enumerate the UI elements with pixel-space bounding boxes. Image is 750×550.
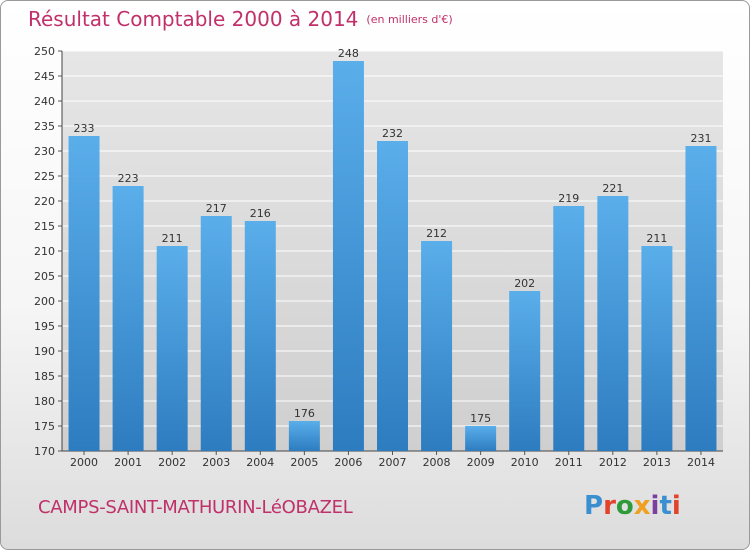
- x-tick-label: 2005: [290, 456, 318, 469]
- x-tick-label: 2014: [687, 456, 715, 469]
- x-tick-label: 2012: [599, 456, 627, 469]
- y-tick-label: 190: [34, 345, 55, 358]
- y-tick-label: 210: [34, 245, 55, 258]
- y-tick-label: 230: [34, 145, 55, 158]
- y-tick-label: 240: [34, 95, 55, 108]
- bar-value-label: 202: [514, 277, 535, 290]
- y-tick-label: 200: [34, 295, 55, 308]
- brand-letter: x: [633, 491, 651, 521]
- brand-logo: Proxiti: [584, 491, 681, 521]
- bar-value-label: 221: [602, 182, 623, 195]
- x-tick-label: 2013: [643, 456, 671, 469]
- x-tick-label: 2000: [70, 456, 98, 469]
- brand-letter: t: [659, 491, 672, 521]
- x-tick-label: 2003: [202, 456, 230, 469]
- brand-letter: i: [650, 491, 660, 521]
- bar-value-label: 216: [250, 207, 271, 220]
- bar-value-label: 231: [690, 132, 711, 145]
- x-tick-label: 2010: [511, 456, 539, 469]
- bar: [641, 246, 673, 451]
- bar-value-label: 175: [470, 412, 491, 425]
- bar: [156, 246, 188, 451]
- x-tick-label: 2004: [246, 456, 274, 469]
- x-tick-label: 2006: [334, 456, 362, 469]
- x-tick-label: 2008: [423, 456, 451, 469]
- bar-value-label: 219: [558, 192, 579, 205]
- bar-value-label: 212: [426, 227, 447, 240]
- bar: [244, 221, 276, 451]
- bar: [597, 196, 629, 451]
- x-tick-label: 2002: [158, 456, 186, 469]
- bar-value-label: 176: [294, 407, 315, 420]
- y-tick-label: 170: [34, 445, 55, 458]
- brand-letter: i: [671, 491, 681, 521]
- bar: [465, 426, 497, 451]
- y-tick-label: 220: [34, 195, 55, 208]
- brand-letter: r: [603, 491, 616, 521]
- bar-value-label: 211: [162, 232, 183, 245]
- x-tick-label: 2011: [555, 456, 583, 469]
- chart-unit: (en milliers d'€): [366, 13, 453, 26]
- chart-title-text: Résultat Comptable 2000 à 2014: [28, 7, 359, 31]
- bar-value-label: 217: [206, 202, 227, 215]
- bar: [332, 61, 364, 451]
- x-tick-label: 2009: [467, 456, 495, 469]
- y-tick-label: 185: [34, 370, 55, 383]
- y-tick-label: 175: [34, 420, 55, 433]
- bar: [68, 136, 100, 451]
- bar-value-label: 223: [118, 172, 139, 185]
- bar-value-label: 211: [646, 232, 667, 245]
- bar: [377, 141, 408, 451]
- bar: [509, 291, 541, 451]
- commune-name: CAMPS-SAINT-MATHURIN-LéOBAZEL: [38, 497, 353, 518]
- brand-letter: P: [584, 491, 604, 521]
- y-tick-label: 235: [34, 120, 55, 133]
- y-tick-label: 245: [34, 70, 55, 83]
- y-tick-label: 205: [34, 270, 55, 283]
- bar: [421, 241, 453, 451]
- bar-value-label: 233: [74, 122, 95, 135]
- bar: [200, 216, 232, 451]
- brand-letter: o: [615, 491, 634, 521]
- bar: [553, 206, 585, 451]
- y-tick-label: 215: [34, 220, 55, 233]
- y-tick-label: 250: [34, 45, 55, 58]
- bar: [288, 421, 320, 451]
- x-tick-label: 2007: [379, 456, 407, 469]
- x-tick-label: 2001: [114, 456, 142, 469]
- bar: [685, 146, 717, 451]
- bar-value-label: 232: [382, 127, 403, 140]
- y-tick-label: 180: [34, 395, 55, 408]
- y-tick-label: 195: [34, 320, 55, 333]
- bar: [112, 186, 144, 451]
- chart-title: Résultat Comptable 2000 à 2014 (en millie…: [28, 7, 453, 31]
- bar-value-label: 248: [338, 47, 359, 60]
- y-tick-label: 225: [34, 170, 55, 183]
